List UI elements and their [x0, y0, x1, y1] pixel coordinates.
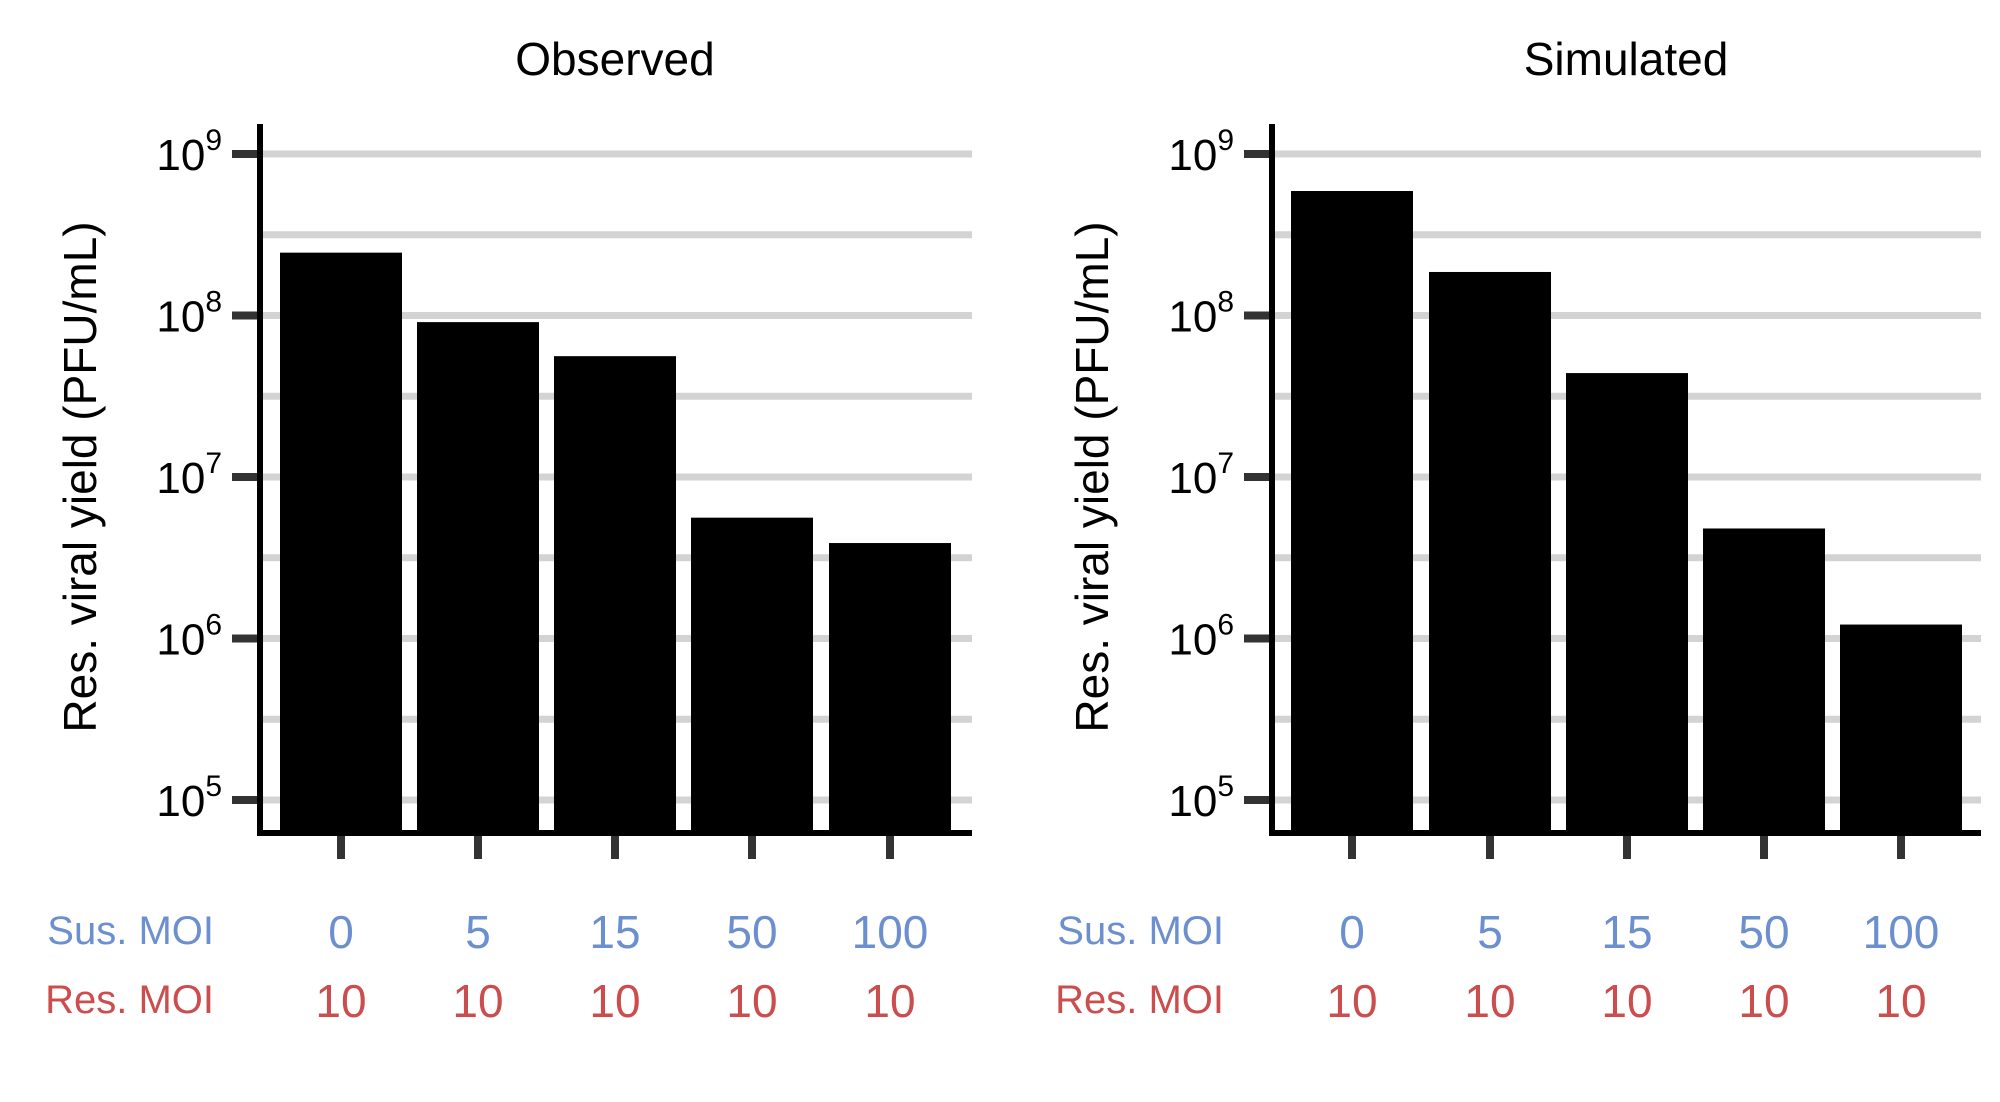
y-tick-label: 106 [156, 609, 222, 665]
res-moi-label: 10 [1326, 975, 1377, 1027]
sus-moi-label: 0 [1339, 906, 1365, 958]
sus-moi-label: 0 [328, 906, 354, 958]
sus-moi-label: 15 [589, 906, 640, 958]
sus-moi-label: 5 [465, 906, 491, 958]
panel-observed: Observed10510610710810901051015105010100… [45, 33, 972, 1027]
res-moi-label: 10 [589, 975, 640, 1027]
bar-50 [691, 517, 813, 830]
sus-moi-row-label: Sus. MOI [1057, 909, 1224, 953]
res-moi-label: 10 [864, 975, 915, 1027]
y-tick-label: 108 [1168, 286, 1234, 342]
panel-title: Simulated [1524, 33, 1729, 85]
y-tick-label: 107 [156, 447, 222, 503]
res-moi-label: 10 [726, 975, 777, 1027]
res-moi-label: 10 [1464, 975, 1515, 1027]
bar-0 [280, 252, 402, 831]
res-moi-row-label: Res. MOI [1055, 978, 1224, 1022]
bar-0 [1291, 191, 1413, 831]
sus-moi-row-label: Sus. MOI [47, 909, 214, 953]
y-tick-label: 107 [1168, 447, 1234, 503]
sus-moi-label: 50 [1738, 906, 1789, 958]
y-tick-label: 106 [1168, 609, 1234, 665]
sus-moi-label: 100 [1863, 906, 1940, 958]
bar-5 [1429, 271, 1551, 831]
y-tick-label: 105 [1168, 770, 1234, 826]
bar-100 [829, 543, 951, 830]
res-moi-label: 10 [452, 975, 503, 1027]
sus-moi-label: 15 [1601, 906, 1652, 958]
bar-15 [1566, 373, 1688, 830]
res-moi-label: 10 [1601, 975, 1652, 1027]
panel-simulated: Simulated1051061071081090105101510501010… [1055, 33, 1981, 1027]
y-axis-label: Res. viral yield (PFU/mL) [54, 221, 106, 732]
y-tick-label: 109 [1168, 124, 1234, 180]
res-moi-label: 10 [1875, 975, 1926, 1027]
y-tick-label: 109 [156, 124, 222, 180]
y-tick-label: 108 [156, 286, 222, 342]
bar-50 [1703, 528, 1825, 830]
res-moi-label: 10 [315, 975, 366, 1027]
y-tick-label: 105 [156, 770, 222, 826]
res-moi-row-label: Res. MOI [45, 978, 214, 1022]
y-axis-label: Res. viral yield (PFU/mL) [1066, 221, 1118, 732]
bar-100 [1840, 624, 1962, 830]
sus-moi-label: 100 [852, 906, 929, 958]
res-moi-label: 10 [1738, 975, 1789, 1027]
panel-title: Observed [515, 33, 714, 85]
bar-5 [417, 322, 539, 830]
sus-moi-label: 5 [1477, 906, 1503, 958]
bar-15 [554, 356, 676, 830]
sus-moi-label: 50 [726, 906, 777, 958]
